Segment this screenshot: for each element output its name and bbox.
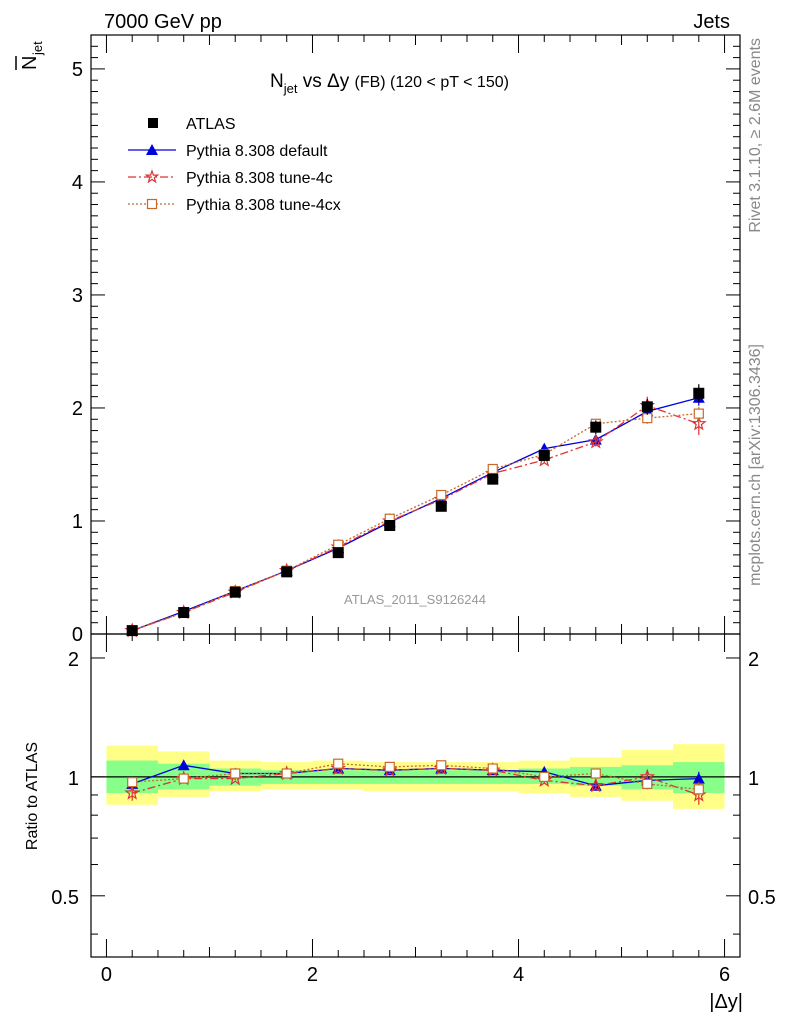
legend-label-tune4c: Pythia 8.308 tune-4c — [186, 170, 333, 187]
x-tick-label: 6 — [719, 964, 730, 986]
side-text-bottom: mcplots.cern.ch [arXiv:1306.3436] — [747, 344, 764, 586]
ratio-data-point — [333, 758, 344, 769]
main-y-tick-label: 1 — [72, 511, 83, 533]
main-data-point — [641, 401, 653, 413]
ratio-data-point — [124, 784, 141, 800]
legend-label-default: Pythia 8.308 default — [186, 143, 328, 160]
x-tick-label: 4 — [513, 964, 524, 986]
main-data-point — [436, 489, 447, 501]
main-y-tick-label: 4 — [72, 172, 83, 194]
header-right: Jets — [693, 11, 730, 33]
x-axis-label: |Δy| — [709, 991, 743, 1013]
legend-marker-tune4cx — [146, 198, 158, 210]
legend-marker-tune4c — [144, 169, 160, 184]
main-data-point — [538, 449, 550, 461]
main-series-line — [131, 404, 700, 632]
legend-label-atlas: ATLAS — [186, 116, 236, 133]
main-data-point — [587, 433, 604, 449]
x-tick-label: 0 — [101, 964, 112, 986]
axes: 0 1 2 3 4 5 0.5 0.5 1 1 2 2 0 2 4 6 — [51, 34, 776, 986]
ratio-data-point — [642, 778, 653, 789]
main-y-label-letter: N — [19, 56, 41, 70]
ratio-series-line — [132, 767, 700, 796]
ratio-series-line — [132, 763, 699, 790]
main-title-range: (120 < pT < 150) — [386, 74, 509, 91]
ratio-data-point — [178, 773, 189, 784]
main-data-point — [487, 473, 499, 485]
ratio-data-point — [693, 784, 704, 795]
main-y-label-sub: jet — [30, 41, 45, 56]
main-data-point — [693, 408, 704, 419]
ratio-data-point — [590, 768, 601, 779]
main-y-label: N jet — [15, 41, 45, 70]
main-y-tick-label: 2 — [72, 398, 83, 420]
side-text-top: Rivet 3.1.10, ≥ 2.6M events — [747, 38, 764, 233]
ratio-plot-series — [124, 758, 707, 805]
legend: ATLAS Pythia 8.308 default Pythia 8.308 … — [128, 116, 341, 214]
legend-marker-default — [146, 144, 158, 155]
main-title-sub: jet — [283, 81, 298, 96]
main-y-tick-label: 0 — [72, 624, 83, 646]
ratio-y-tick-label-right: 1 — [748, 768, 759, 790]
main-title-main: N — [270, 71, 284, 92]
ratio-data-point — [230, 768, 241, 779]
main-data-point — [229, 586, 241, 598]
ratio-data-point — [127, 777, 138, 788]
x-tick-label: 2 — [307, 964, 318, 986]
ratio-data-point — [436, 760, 447, 771]
ratio-data-point — [384, 761, 395, 772]
ratio-data-point — [587, 777, 604, 793]
main-title-tag: (FB) — [355, 74, 386, 91]
ratio-y-tick-label-right: 0.5 — [748, 887, 776, 909]
ratio-series-2 — [127, 758, 704, 797]
ratio-data-point — [281, 768, 292, 779]
legend-marker-atlas — [148, 118, 158, 128]
main-y-tick-label: 5 — [72, 59, 83, 81]
ratio-y-tick-label-left: 1 — [68, 768, 79, 790]
main-data-point — [332, 547, 344, 559]
ratio-y-tick-label-right: 2 — [748, 649, 759, 671]
main-plot-series — [124, 384, 707, 638]
main-data-point — [281, 566, 293, 578]
main-series-0 — [126, 384, 705, 637]
legend-label-tune4cx: Pythia 8.308 tune-4cx — [186, 197, 341, 214]
ratio-data-point — [487, 763, 498, 774]
main-data-point — [590, 421, 602, 433]
main-data-point — [693, 387, 705, 399]
watermark: ATLAS_2011_S9126244 — [344, 592, 486, 607]
main-data-point — [690, 415, 707, 431]
main-data-point — [435, 500, 447, 512]
main-data-point — [126, 625, 138, 637]
ratio-y-tick-label-left: 0.5 — [51, 887, 79, 909]
ratio-y-tick-label-left: 2 — [68, 649, 79, 671]
header-left: 7000 GeV pp — [104, 11, 222, 33]
main-data-point — [178, 607, 190, 619]
ratio-data-point — [539, 771, 550, 782]
main-data-point — [487, 463, 498, 475]
ratio-data-point — [692, 772, 705, 784]
main-title: Njet vs Δy (FB) (120 < pT < 150) — [270, 71, 509, 96]
ratio-data-point — [177, 759, 190, 771]
main-y-tick-label: 3 — [72, 285, 83, 307]
main-data-point — [642, 413, 653, 424]
main-series-line — [131, 412, 699, 632]
ratio-y-label: Ratio to ATLAS — [24, 742, 41, 850]
main-data-point — [384, 520, 396, 532]
main-title-middle: vs Δy — [297, 71, 354, 92]
